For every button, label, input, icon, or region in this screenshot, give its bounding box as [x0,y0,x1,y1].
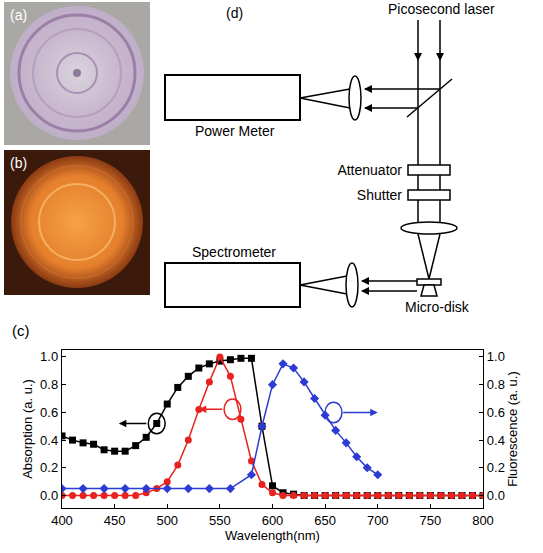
svg-text:750: 750 [420,513,442,528]
svg-text:400: 400 [51,513,73,528]
svg-text:650: 650 [314,513,336,528]
svg-text:Wavelength(nm): Wavelength(nm) [225,528,320,543]
svg-text:450: 450 [104,513,126,528]
svg-text:(b): (b) [10,155,27,171]
svg-text:Shutter: Shutter [357,187,402,203]
svg-text:500: 500 [156,513,178,528]
svg-text:Power Meter: Power Meter [195,123,275,139]
svg-text:0.6: 0.6 [487,405,505,420]
svg-text:Picosecond laser: Picosecond laser [388,1,495,17]
svg-text:700: 700 [367,513,389,528]
svg-text:0.8: 0.8 [487,377,505,392]
svg-text:0.2: 0.2 [40,460,58,475]
svg-text:550: 550 [209,513,231,528]
svg-text:(d): (d) [226,5,243,21]
svg-text:Micro-disk: Micro-disk [405,299,470,315]
svg-text:0.4: 0.4 [487,433,505,448]
svg-text:Absorption (a. u.): Absorption (a. u.) [20,379,35,479]
svg-text:Attenuator: Attenuator [337,162,402,178]
svg-text:(a): (a) [10,7,27,23]
html-text:(c): (c) [12,322,30,339]
svg-text:Fluorescence (a. u.): Fluorescence (a. u.) [505,371,520,487]
svg-text:1.0: 1.0 [40,349,58,364]
svg-text:0.8: 0.8 [40,377,58,392]
svg-text:1.0: 1.0 [487,349,505,364]
svg-text:0.4: 0.4 [40,433,58,448]
svg-text:600: 600 [262,513,284,528]
svg-text:0.6: 0.6 [40,405,58,420]
svg-text:0.0: 0.0 [40,488,58,503]
svg-text:0.0: 0.0 [487,488,505,503]
svg-text:Spectrometer: Spectrometer [192,244,276,260]
svg-text:800: 800 [472,513,494,528]
svg-text:0.2: 0.2 [487,460,505,475]
